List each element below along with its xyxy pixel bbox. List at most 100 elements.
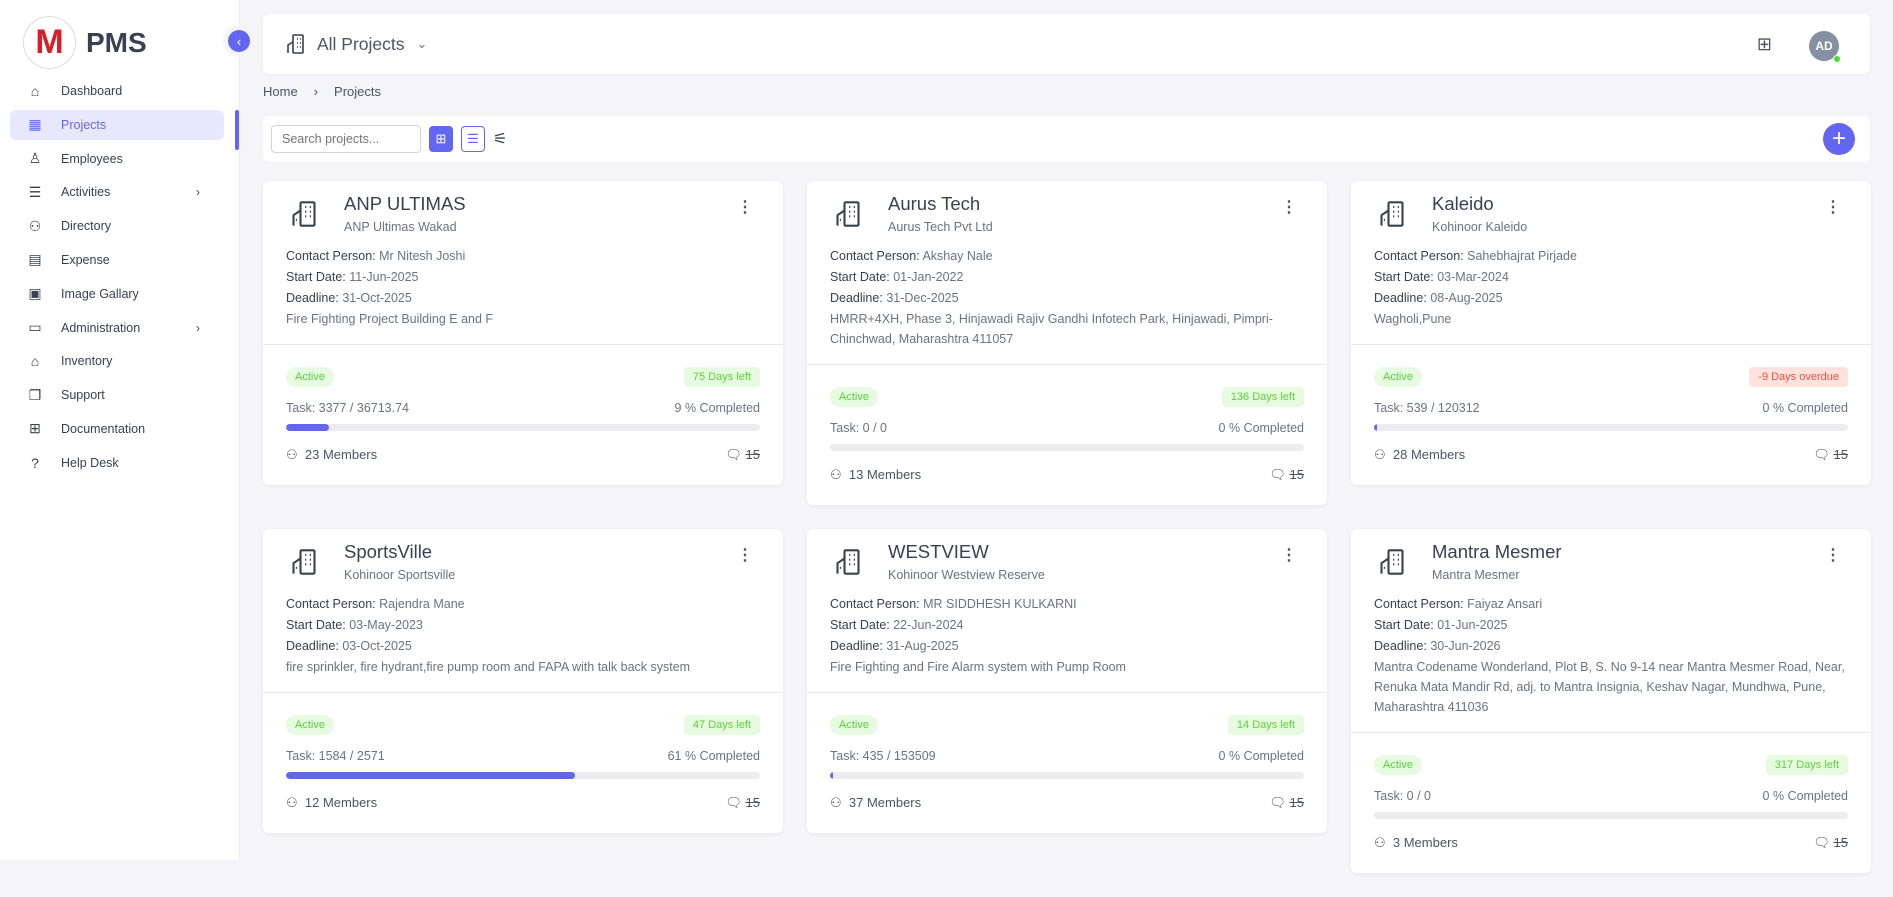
deadline: Deadline: 31-Dec-2025 [830,288,1304,309]
project-title[interactable]: SportsVille [344,541,433,562]
project-title[interactable]: Aurus Tech [888,193,981,214]
comments-count: 15 [745,447,760,462]
project-title[interactable]: Mantra Mesmer [1432,541,1562,562]
filter-sliders-icon[interactable]: ⚟ [493,131,508,148]
comments[interactable]: 🗨 15 [1813,447,1848,463]
comments-count: 15 [1833,835,1848,850]
days-remaining-badge: 75 Days left [683,367,760,387]
project-subtitle: Aurus Tech Pvt Ltd [888,220,993,234]
comments[interactable]: 🗨 15 [1813,835,1848,851]
sidebar-item-administration[interactable]: ▭ Administration › [10,313,224,343]
breadcrumb: Home › Projects [263,84,381,99]
logo[interactable]: M PMS [23,16,147,69]
project-card[interactable]: Aurus Tech Aurus Tech Pvt Ltd ⋮ Contact … [807,181,1327,505]
completion-percent: 0 % Completed [1762,789,1848,803]
deadline: Deadline: 08-Aug-2025 [1374,288,1848,309]
contact-label: Contact Person: [1374,249,1464,263]
comments-icon: 🗨 [1269,467,1286,482]
status-badge: Active [830,715,878,735]
more-options-icon[interactable]: ⋮ [737,199,753,216]
project-subtitle: Mantra Mesmer [1432,568,1520,582]
chevron-down-icon[interactable]: ⌄ [416,36,428,51]
project-card[interactable]: WESTVIEW Kohinoor Westview Reserve ⋮ Con… [807,529,1327,833]
sidebar-item-expense[interactable]: ▤ Expense [10,245,224,275]
members[interactable]: ⚇ 23 Members [286,447,377,463]
deadline-label: Deadline: [1374,291,1427,305]
members[interactable]: ⚇ 13 Members [830,467,921,483]
more-options-icon[interactable]: ⋮ [1281,547,1297,564]
start-date: Start Date: 03-Mar-2024 [1374,267,1848,288]
more-options-icon[interactable]: ⋮ [737,547,753,564]
completion-percent: 0 % Completed [1218,749,1304,763]
toolbar: ⊞ ☰ ⚟ + [263,116,1870,162]
sidebar-item-label: Employees [61,151,123,166]
status-badge: Active [286,367,334,387]
days-remaining-badge: 317 Days left [1765,755,1848,775]
sidebar-item-employees[interactable]: ♙ Employees [10,144,224,174]
comments[interactable]: 🗨 15 [1269,795,1304,811]
project-card[interactable]: ANP ULTIMAS ANP Ultimas Wakad ⋮ Contact … [263,181,783,485]
project-card[interactable]: Kaleido Kohinoor Kaleido ⋮ Contact Perso… [1351,181,1871,485]
user-avatar[interactable]: AD [1809,31,1841,63]
project-selector[interactable]: All Projects [317,33,405,54]
users-icon: ⚇ [1374,447,1386,462]
deadline-value: 31-Aug-2025 [886,639,959,653]
sidebar-item-documentation[interactable]: ⊞ Documentation [10,414,224,444]
comments-icon: 🗨 [1813,447,1830,462]
sidebar-item-help-desk[interactable]: ? Help Desk [10,448,224,478]
breadcrumb-home[interactable]: Home [263,84,298,99]
members[interactable]: ⚇ 3 Members [1374,835,1458,851]
members-count: 28 Members [1392,447,1466,462]
more-options-icon[interactable]: ⋮ [1825,199,1841,216]
start-date: Start Date: 01-Jan-2022 [830,267,1304,288]
progress-bar [286,772,760,779]
more-options-icon[interactable]: ⋮ [1825,547,1841,564]
comments[interactable]: 🗨 15 [725,795,760,811]
progress-fill [286,424,329,431]
project-card[interactable]: Mantra Mesmer Mantra Mesmer ⋮ Contact Pe… [1351,529,1871,873]
sidebar-item-inventory[interactable]: ⌂ Inventory [10,346,224,376]
project-title[interactable]: Kaleido [1432,193,1494,214]
sidebar-item-label: Expense [61,252,110,267]
collapse-sidebar-button[interactable]: ‹ [228,30,250,52]
grid-view-button[interactable]: ⊞ [429,126,453,152]
users-icon: ⚇ [1374,835,1386,850]
list-view-button[interactable]: ☰ [461,126,485,152]
deadline: Deadline: 31-Aug-2025 [830,636,1304,657]
sidebar-item-activities[interactable]: ☰ Activities › [10,177,224,207]
users-icon: ⚇ [286,447,298,462]
plus-icon: + [1831,125,1846,152]
start-label: Start Date: [830,618,890,632]
contact-person: Contact Person: Sahebhajrat Pirjade [1374,246,1848,267]
project-address: Wagholi,Pune [1374,312,1452,326]
sidebar-item-support[interactable]: ❐ Support [10,380,224,410]
comments-count: 15 [1289,467,1304,482]
comments-icon: 🗨 [1269,795,1286,810]
project-address: Mantra Codename Wonderland, Plot B, S. N… [1374,660,1845,714]
sidebar-item-image-gallary[interactable]: ▣ Image Gallary [10,279,224,309]
comments[interactable]: 🗨 15 [725,447,760,463]
sidebar-item-dashboard[interactable]: ⌂ Dashboard [10,76,224,106]
progress-bar [1374,424,1848,431]
apps-grid-icon[interactable]: ⊞ [1756,34,1772,54]
members[interactable]: ⚇ 37 Members [830,795,921,811]
deadline-label: Deadline: [286,291,339,305]
sidebar-item-projects[interactable]: ▦ Projects [10,109,224,140]
add-project-button[interactable]: + [1823,123,1855,155]
list-icon: ☰ [28,183,42,200]
more-options-icon[interactable]: ⋮ [1281,199,1297,216]
contact-label: Contact Person: [830,597,920,611]
comments[interactable]: 🗨 15 [1269,467,1304,483]
grid-icon: ⊞ [435,131,447,146]
members[interactable]: ⚇ 12 Members [286,795,377,811]
app-name: PMS [86,26,147,58]
project-title[interactable]: WESTVIEW [888,541,989,562]
project-card[interactable]: SportsVille Kohinoor Sportsville ⋮ Conta… [263,529,783,833]
search-input[interactable] [271,125,421,153]
project-title[interactable]: ANP ULTIMAS [344,193,466,214]
progress-bar [286,424,760,431]
task-count: Task: 0 / 0 [830,421,887,435]
question-icon: ? [31,454,39,471]
sidebar-item-directory[interactable]: ⚇ Directory [10,211,224,241]
members[interactable]: ⚇ 28 Members [1374,447,1465,463]
